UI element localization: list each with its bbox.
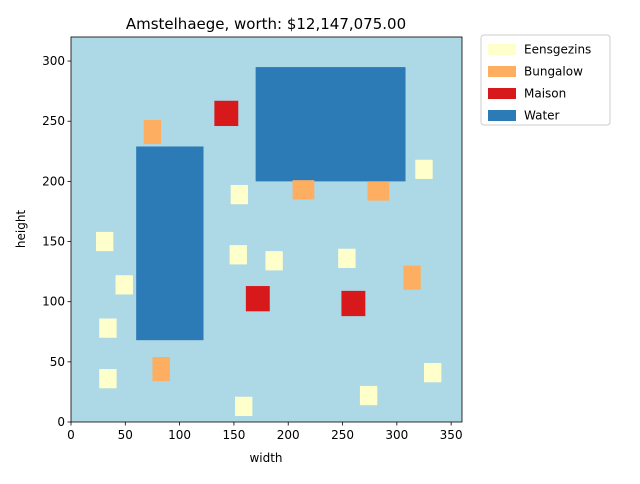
chart-title: Amstelhaege, worth: $12,147,075.00 [126,15,406,33]
x-tick-label: 250 [331,428,354,442]
legend: Eensgezins Bungalow Maison Water [480,34,611,126]
x-tick-label: 300 [385,428,408,442]
y-axis-label: height [14,210,28,249]
legend-swatch [488,44,516,55]
legend-box [480,34,611,126]
plot-area: 0 50 100 150 200 250 300 350 0 50 100 150 200 250 300 [42,36,463,442]
house-eensgezins [265,251,283,271]
house-eensgezins [229,245,247,265]
house-eensgezins [338,248,356,268]
y-tick-label: 300 [42,54,65,68]
y-tick-label: 0 [57,415,65,429]
legend-label: Maison [524,87,566,101]
house-maison [214,100,239,127]
legend-label: Water [524,109,560,123]
plot-frame [70,36,463,423]
y-tick-label: 100 [42,295,65,309]
legend-swatch [488,88,516,99]
water-area [136,146,204,341]
water-area [255,67,406,182]
house-bungalow [143,120,162,145]
house-eensgezins [95,231,114,252]
x-tick-label: 0 [67,428,75,442]
house-eensgezins [99,318,117,338]
house-eensgezins [423,363,442,383]
house-eensgezins [115,275,133,295]
house-bungalow [403,265,421,290]
house-bungalow [152,357,170,382]
x-tick-label: 350 [440,428,463,442]
y-tick-label: 50 [50,355,65,369]
x-tick-label: 150 [222,428,245,442]
house-eensgezins [415,159,433,179]
x-tick-label: 50 [118,428,133,442]
y-tick-label: 200 [42,174,65,188]
legend-swatch [488,66,516,77]
house-eensgezins [99,369,117,389]
legend-label: Bungalow [524,65,583,79]
y-tick-label: 150 [42,235,65,249]
house-bungalow [367,181,390,201]
house-eensgezins [235,396,253,416]
x-tick-label: 100 [168,428,191,442]
legend-swatch [488,110,516,121]
x-tick-label: 200 [277,428,300,442]
y-tick-label: 250 [42,114,65,128]
house-maison [245,286,270,312]
x-axis-label: width [249,451,282,465]
house-maison [341,290,366,317]
house-eensgezins [359,385,378,406]
house-bungalow [292,180,315,200]
legend-label: Eensgezins [524,43,591,57]
house-eensgezins [230,184,249,205]
